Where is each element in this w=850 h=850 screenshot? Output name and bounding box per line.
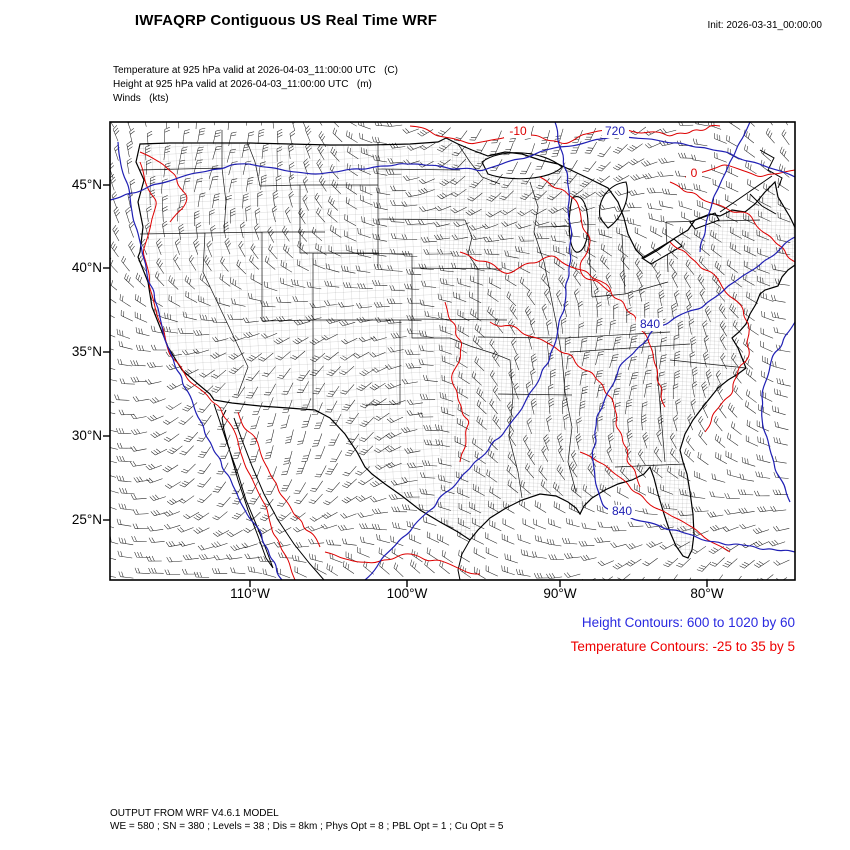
- field-description-temperature: Temperature at 925 hPa valid at 2026-04-…: [113, 65, 398, 76]
- contour-label-temp-minus10: -10: [504, 124, 531, 138]
- height-contours: [110, 122, 795, 580]
- lon-tick-90w: 90°W: [543, 586, 577, 601]
- wind-barbs: [110, 122, 791, 580]
- legend-temperature-contours: Temperature Contours: -25 to 35 by 5: [570, 639, 795, 654]
- contour-label-height-840-gulf: 840: [608, 504, 635, 518]
- lake-ontario: [689, 212, 720, 230]
- lon-tick-110w: 110°W: [230, 586, 270, 601]
- footer-model-config: WE = 580 ; SN = 380 ; Levels = 38 ; Dis …: [110, 821, 504, 832]
- us-outline: [135, 137, 795, 559]
- lake-michigan: [568, 196, 589, 253]
- svg-text:840: 840: [640, 317, 660, 331]
- canada-coastline: [719, 149, 783, 215]
- lon-tick-80w: 80°W: [690, 586, 724, 601]
- svg-text:0: 0: [691, 166, 698, 180]
- mexico-coastline: [213, 403, 471, 580]
- map-canvas: 720 840 840 -10 0: [103, 121, 796, 587]
- svg-text:720: 720: [605, 124, 625, 138]
- init-timestamp: Init: 2026-03-31_00:00:00: [707, 20, 822, 31]
- lat-tick-30n: 30°N: [71, 428, 102, 443]
- field-description-winds: Winds (kts): [113, 93, 169, 104]
- footer-model-version: OUTPUT FROM WRF V4.6.1 MODEL: [110, 808, 279, 819]
- lat-tick-25n: 25°N: [71, 512, 102, 527]
- us-county-texture-west: [136, 138, 440, 558]
- lat-tick-35n: 35°N: [71, 344, 102, 359]
- lon-tick-100w: 100°W: [386, 586, 428, 601]
- axis-ticks: [103, 184, 708, 587]
- field-description-height: Height at 925 hPa valid at 2026-04-03_11…: [113, 79, 372, 90]
- legend-height-contours: Height Contours: 600 to 1020 by 60: [581, 615, 795, 630]
- svg-text:840: 840: [612, 504, 632, 518]
- lake-erie: [640, 238, 683, 265]
- contour-label-height-720: 720: [602, 124, 629, 138]
- temperature-contours: [139, 124, 795, 580]
- svg-text:-10: -10: [509, 124, 527, 138]
- contour-label-temp-0: 0: [686, 166, 702, 180]
- plot-title: IWFAQRP Contiguous US Real Time WRF: [134, 12, 438, 29]
- contour-label-height-840-mid: 840: [636, 317, 663, 331]
- lat-tick-45n: 45°N: [71, 177, 102, 192]
- lat-tick-40n: 40°N: [71, 260, 102, 275]
- map-frame: 720 840 840 -10 0: [103, 121, 796, 587]
- lake-superior: [481, 152, 563, 180]
- map-border: [109, 121, 796, 581]
